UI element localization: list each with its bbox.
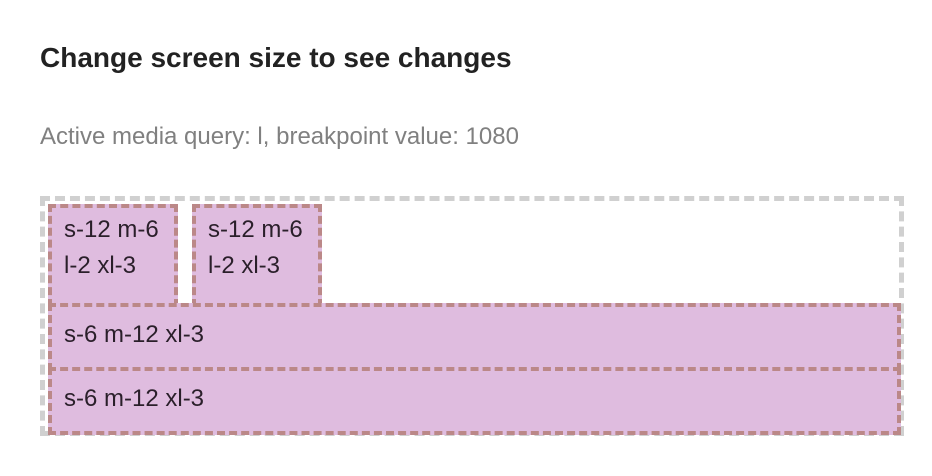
grid-cell: s-6 m-12 xl-3 [48, 303, 901, 371]
grid-cell: s-12 m-6 l-2 xl-3 [192, 204, 322, 307]
page-title: Change screen size to see changes [40, 42, 512, 73]
grid-cell: s-12 m-6 l-2 xl-3 [48, 204, 178, 307]
responsive-grid-container: s-12 m-6 l-2 xl-3 s-12 m-6 l-2 xl-3 s-6 … [40, 196, 904, 436]
grid-cell: s-6 m-12 xl-3 [48, 367, 901, 435]
media-query-status: Active media query: l, breakpoint value:… [40, 123, 519, 150]
